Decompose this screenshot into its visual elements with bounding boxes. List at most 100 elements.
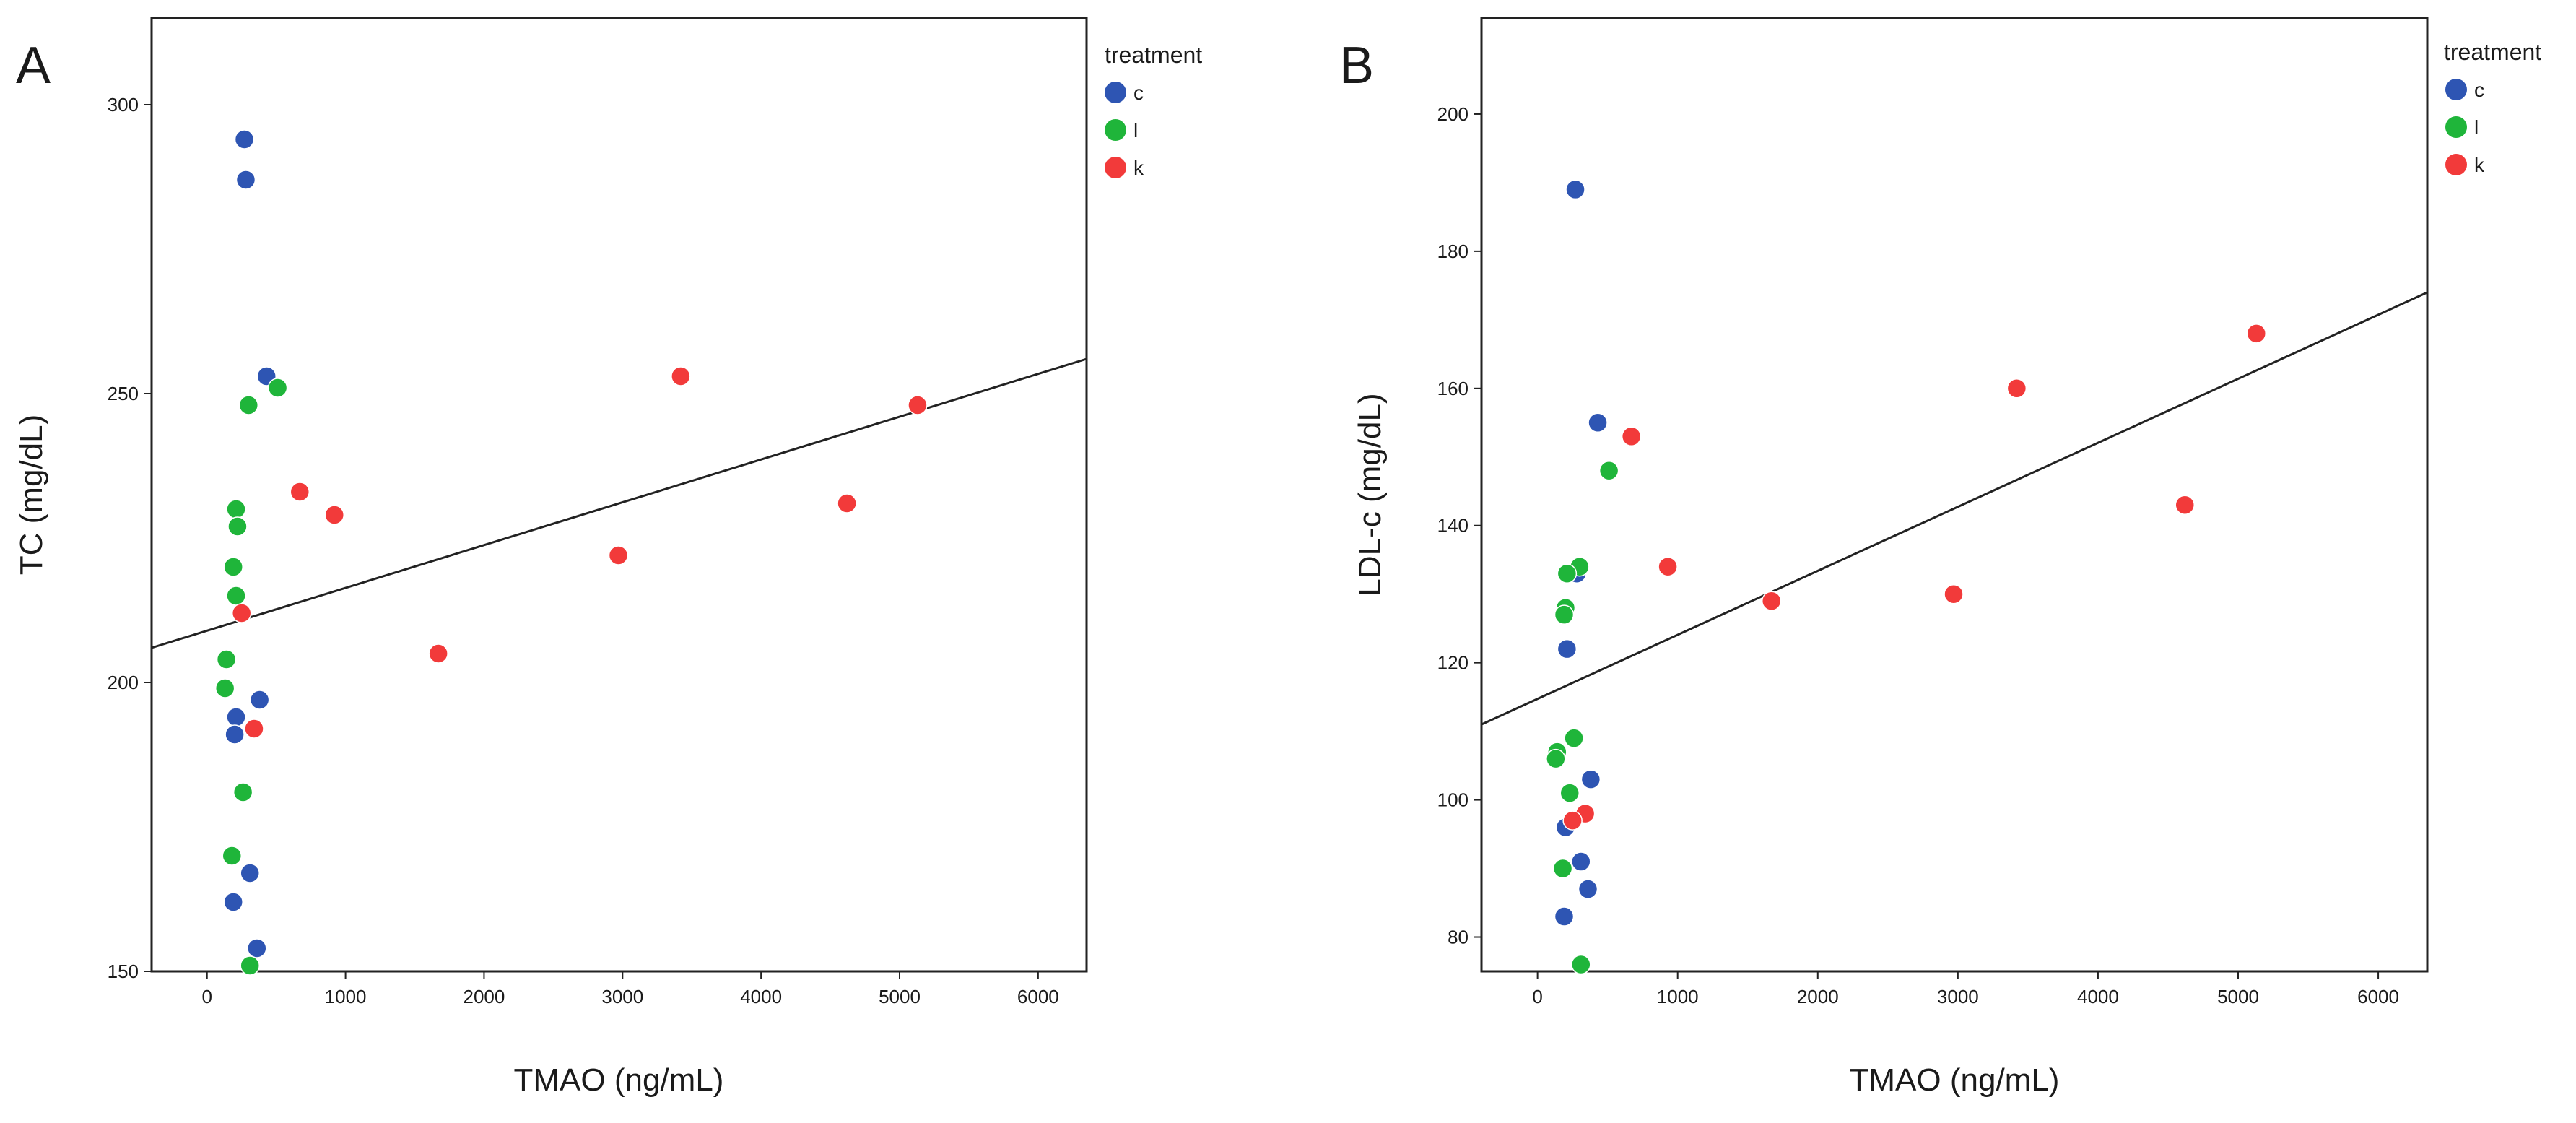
data-point-k [244,719,264,739]
data-point-l [1559,783,1580,803]
panel-a-x-axis-title: TMAO (ng/mL) [514,1062,724,1098]
x-tick-label: 0 [202,986,212,1007]
data-point-k [2246,324,2266,344]
data-point-c [234,129,255,149]
data-point-c [225,724,245,745]
x-tick-label: 6000 [2357,986,2399,1007]
panel-b-regression-line [1481,291,2428,726]
panel-a-ticks: 0 1000 2000 3000 4000 5000 6000 150 200 250 300 [108,94,1059,1007]
legend-marker-c [2445,79,2467,100]
data-point-l [1546,748,1566,769]
data-point-l [1598,461,1619,481]
data-point-c [247,938,267,958]
legend-marker-k [2445,154,2467,175]
legend-label-k: k [1133,157,1144,179]
data-point-c [1554,906,1575,927]
data-point-k [908,395,928,415]
legend-label-l: l [1133,119,1138,142]
data-point-c [1580,769,1601,789]
y-tick-label: 100 [1437,789,1468,811]
panel-b: B 0 1000 2000 3000 4000 5000 6000 80 100 120 140 16… [1339,17,2541,1098]
panel-b-legend: treatment clk [2444,39,2541,176]
data-point-l [1571,954,1591,975]
x-tick-label: 4000 [740,986,782,1007]
legend-marker-l [1105,119,1126,141]
data-point-c [1565,179,1585,200]
data-point-c [226,707,246,727]
data-point-k [1658,556,1678,577]
data-point-k [324,505,344,525]
data-point-k [837,493,857,513]
legend-label-c: c [2474,79,2484,101]
panel-a-legend-title: treatment [1105,42,1202,68]
panel-b-plot-frame [1480,17,2429,973]
x-tick-label: 1000 [1657,986,1699,1007]
data-point-l [1564,728,1584,748]
panel-b-x-axis-title: TMAO (ng/mL) [1850,1062,2060,1098]
panel-b-y-axis-title: LDL-c (mg/dL) [1352,393,1388,596]
panel-b-legend-title: treatment [2444,39,2541,65]
y-tick-label: 300 [108,94,139,116]
data-point-c [1578,879,1598,899]
data-point-l [240,955,260,976]
data-point-l [1554,604,1575,625]
x-tick-label: 4000 [2077,986,2119,1007]
data-point-l [232,782,253,802]
y-tick-label: 200 [1437,103,1468,125]
panel-b-ticks: 0 1000 2000 3000 4000 5000 6000 80 100 120 140 160 1… [1437,103,2399,1007]
x-tick-label: 1000 [325,986,367,1007]
panel-a-regression-line [151,357,1087,649]
data-point-l [226,499,246,519]
data-point-k [1621,426,1642,447]
y-tick-label: 140 [1437,515,1468,537]
panel-a-plot-frame [150,17,1088,973]
x-tick-label: 0 [1532,986,1542,1007]
data-point-l [227,516,248,537]
legend-label-l: l [2474,116,2479,139]
data-point-k [1944,584,1964,604]
data-point-l [222,846,243,866]
data-point-k [1562,810,1583,831]
data-point-l [1552,858,1573,879]
y-tick-label: 80 [1448,927,1468,948]
data-point-k [1761,591,1782,611]
data-point-c [223,892,243,912]
panel-a-y-axis-title: TC (mg/dL) [14,415,49,575]
y-tick-label: 120 [1437,652,1468,674]
data-point-l [238,395,259,415]
y-tick-label: 250 [108,383,139,404]
legend-label-k: k [2474,154,2485,176]
data-point-c [1571,851,1591,872]
y-tick-label: 150 [108,961,139,982]
data-point-l [226,586,246,606]
data-point-k [428,643,448,664]
data-point-c [240,863,260,883]
x-tick-label: 2000 [464,986,505,1007]
data-point-l [267,378,288,398]
x-tick-label: 6000 [1017,986,1059,1007]
panel-b-points [1546,179,2266,975]
x-tick-label: 5000 [2217,986,2259,1007]
legend-marker-k [1105,157,1126,178]
panel-a-legend: treatment clk [1105,42,1202,179]
data-point-l [223,557,243,577]
panel-a-letter: A [16,37,51,95]
x-tick-label: 3000 [601,986,643,1007]
panel-b-letter: B [1339,37,1374,95]
data-point-k [231,603,252,623]
data-point-c [1557,638,1578,659]
y-tick-label: 180 [1437,240,1468,262]
panel-a-points [214,129,928,976]
legend-marker-c [1105,82,1126,103]
data-point-k [290,482,310,502]
data-point-k [2006,378,2027,399]
data-point-l [214,678,235,698]
data-point-k [608,545,629,565]
data-point-k [2175,495,2196,515]
legend-label-c: c [1133,82,1144,104]
data-point-l [216,649,237,669]
y-tick-label: 200 [108,672,139,693]
data-point-c [249,690,270,710]
panel-a: A 0 1000 2000 3000 4000 5000 6000150200250300 … [14,17,1202,1098]
